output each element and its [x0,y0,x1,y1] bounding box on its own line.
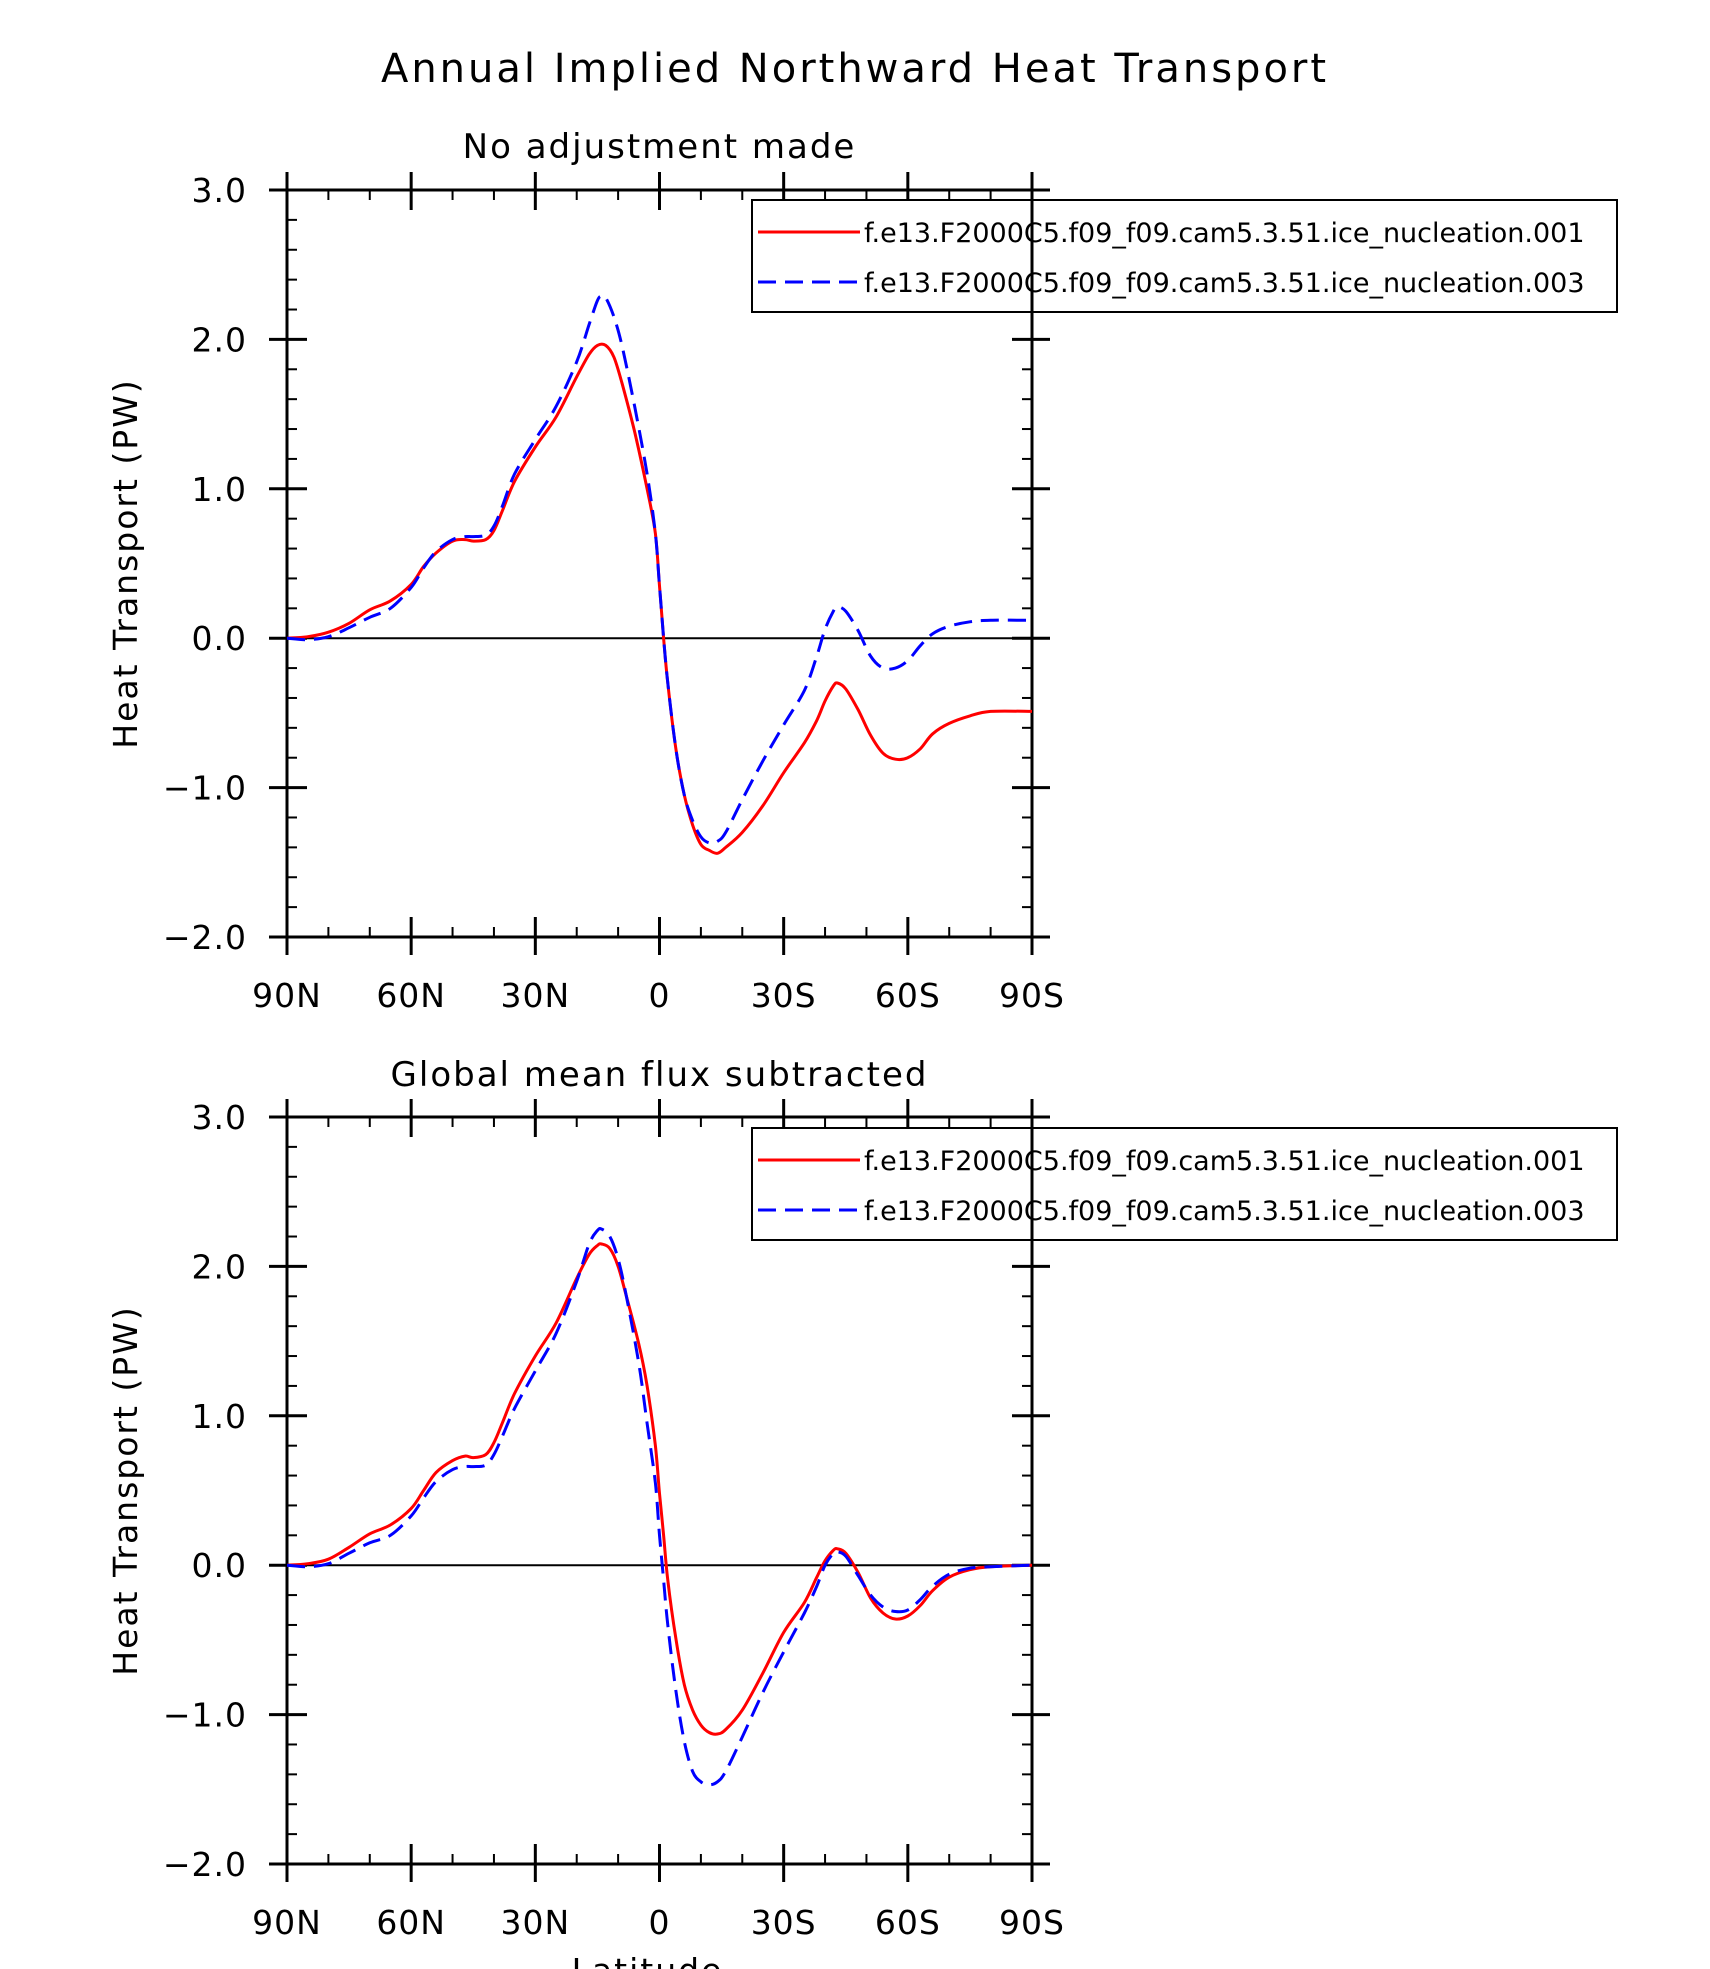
legend-label-2: f.e13.F2000C5.f09_f09.cam5.3.51.ice_nucl… [864,268,1585,299]
y-tick-label: 1.0 [192,470,247,509]
x-tick-label: 90S [999,1903,1065,1942]
x-tick-label: 0 [649,1903,671,1942]
legend: f.e13.F2000C5.f09_f09.cam5.3.51.ice_nucl… [751,1127,1618,1241]
x-tick-label: 30N [500,1903,570,1942]
series-group [287,1226,1032,1787]
legend-box [751,199,1618,313]
x-axis-label: Latitude [572,1951,724,1969]
series-line-1 [287,342,1032,855]
y-tick-label: 3.0 [192,1098,247,1137]
x-tick-label: 0 [649,976,671,1015]
chart-panel-1: No adjustment made3.02.01.00.0−1.0−2.090… [106,127,1618,1015]
y-tick-label: −1.0 [163,1696,247,1735]
legend-label-2: f.e13.F2000C5.f09_f09.cam5.3.51.ice_nucl… [864,1196,1585,1227]
y-axis-label: Heat Transport (PW) [106,378,145,748]
chart-panels: No adjustment made3.02.01.00.0−1.0−2.090… [106,127,1618,1969]
x-tick-label: 90N [252,1903,322,1942]
x-tick-label: 90N [252,976,322,1015]
series-line-2 [287,1226,1032,1787]
x-tick-label: 30N [500,976,570,1015]
y-tick-label: 1.0 [192,1397,247,1436]
series-line-2 [287,293,1032,845]
x-tick-label: 90S [999,976,1065,1015]
y-tick-label: 3.0 [192,171,247,210]
figure-title: Annual Implied Northward Heat Transport [381,46,1329,92]
legend-label-1: f.e13.F2000C5.f09_f09.cam5.3.51.ice_nucl… [864,1146,1585,1177]
y-axis-label: Heat Transport (PW) [106,1305,145,1675]
panel-title: No adjustment made [463,127,857,167]
x-tick-label: 60N [376,1903,446,1942]
y-tick-label: −2.0 [163,918,247,957]
x-tick-label: 30S [751,976,817,1015]
y-tick-label: −1.0 [163,769,247,808]
y-tick-label: 0.0 [192,1546,247,1585]
y-tick-label: −2.0 [163,1845,247,1884]
x-tick-label: 60S [875,1903,941,1942]
legend-label-1: f.e13.F2000C5.f09_f09.cam5.3.51.ice_nucl… [864,218,1585,249]
x-tick-label: 60N [376,976,446,1015]
y-tick-label: 2.0 [192,320,247,359]
y-tick-label: 0.0 [192,619,247,658]
legend-box [751,1127,1618,1241]
series-line-1 [287,1242,1032,1736]
y-tick-label: 2.0 [192,1247,247,1286]
x-tick-label: 60S [875,976,941,1015]
series-group [287,293,1032,855]
panel-title: Global mean flux subtracted [391,1055,929,1095]
x-tick-label: 30S [751,1903,817,1942]
legend: f.e13.F2000C5.f09_f09.cam5.3.51.ice_nucl… [751,199,1618,313]
chart-panel-2: Global mean flux subtracted 3.0 2.0 1.0 0.0 −… [106,1055,1618,1969]
